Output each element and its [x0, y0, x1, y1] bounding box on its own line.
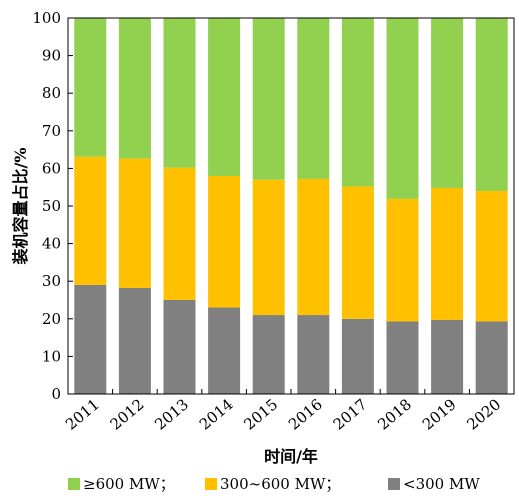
- bar-segment-2014-series-1: [208, 175, 241, 308]
- y-tick-label: 90: [42, 47, 61, 65]
- x-tick-label: 2013: [151, 395, 192, 433]
- bar-segment-2014-series-0: [208, 307, 241, 394]
- y-tick-label: 50: [42, 197, 61, 215]
- bar-segment-2012-series-1: [118, 158, 151, 288]
- bar-segment-2011-series-1: [74, 156, 107, 285]
- legend-swatch-1: [205, 478, 217, 490]
- bar-segment-2015-series-0: [252, 315, 285, 394]
- plot-frame: [67, 17, 515, 395]
- y-tick-label: 10: [42, 347, 61, 365]
- x-axis-title: 时间/年: [264, 447, 318, 466]
- bar-segment-2016-series-2: [297, 18, 330, 179]
- bar-segment-2015-series-2: [252, 18, 285, 180]
- bar-segment-2020-series-1: [475, 190, 508, 322]
- y-tick-label: 60: [42, 159, 61, 177]
- y-tick-label: 100: [32, 9, 61, 27]
- bar-segment-2012-series-0: [118, 287, 151, 394]
- bar-segment-2011-series-2: [74, 18, 107, 157]
- x-tick-label: 2020: [463, 395, 504, 433]
- bar-segment-2011-series-0: [74, 284, 107, 394]
- bar-segment-2014-series-2: [208, 18, 241, 176]
- bar-segment-2018-series-1: [386, 198, 419, 322]
- bar-segment-2012-series-2: [118, 18, 151, 159]
- bar-segment-2017-series-0: [341, 318, 374, 394]
- y-tick-label: 70: [42, 122, 61, 140]
- bar-segment-2015-series-1: [252, 179, 285, 316]
- legend-label-2: <300 MW: [403, 475, 480, 493]
- y-axis-title: 装机容量占比/%: [11, 147, 30, 265]
- y-tick-label: 0: [51, 385, 61, 403]
- y-tick-label: 40: [42, 235, 61, 253]
- legend: ≥600 MW； 300~600 MW； <300 MW: [68, 475, 480, 493]
- bar-segment-2019-series-1: [431, 187, 464, 320]
- x-tick-label: 2017: [330, 395, 371, 433]
- bars-layer: [74, 18, 508, 394]
- legend-swatch-0: [68, 478, 80, 490]
- legend-label-1: 300~600 MW；: [220, 475, 340, 493]
- bar-segment-2020-series-2: [475, 18, 508, 191]
- y-tick-label: 80: [42, 84, 61, 102]
- x-tick-label: 2018: [374, 395, 415, 433]
- bar-segment-2019-series-2: [431, 18, 464, 188]
- y-axis-ticks: 0 10 20 30 40 50 60 70 80 90 100: [32, 9, 73, 403]
- bar-segment-2018-series-2: [386, 18, 419, 199]
- bar-segment-2016-series-1: [297, 178, 330, 316]
- bar-segment-2016-series-0: [297, 315, 330, 394]
- x-tick-label: 2011: [62, 395, 103, 433]
- x-tick-label: 2014: [196, 395, 237, 433]
- bar-segment-2013-series-0: [163, 300, 196, 394]
- legend-label-0: ≥600 MW；: [83, 475, 175, 493]
- bar-segment-2013-series-1: [163, 167, 196, 300]
- x-axis-ticks: 2011 2012 2013 2014 2015 2016 2017 2018 2019 2020: [62, 389, 515, 434]
- bar-segment-2018-series-0: [386, 321, 419, 394]
- bar-segment-2017-series-2: [341, 18, 374, 187]
- x-tick-label: 2012: [107, 395, 148, 433]
- bar-segment-2013-series-2: [163, 18, 196, 168]
- x-tick-label: 2016: [285, 395, 326, 433]
- bar-segment-2017-series-1: [341, 186, 374, 319]
- x-tick-label: 2019: [419, 395, 460, 433]
- bar-segment-2020-series-0: [475, 321, 508, 394]
- y-tick-label: 30: [42, 272, 61, 290]
- bar-segment-2019-series-0: [431, 319, 464, 394]
- y-tick-label: 20: [42, 310, 61, 328]
- legend-swatch-2: [388, 478, 400, 490]
- x-tick-label: 2015: [240, 395, 281, 433]
